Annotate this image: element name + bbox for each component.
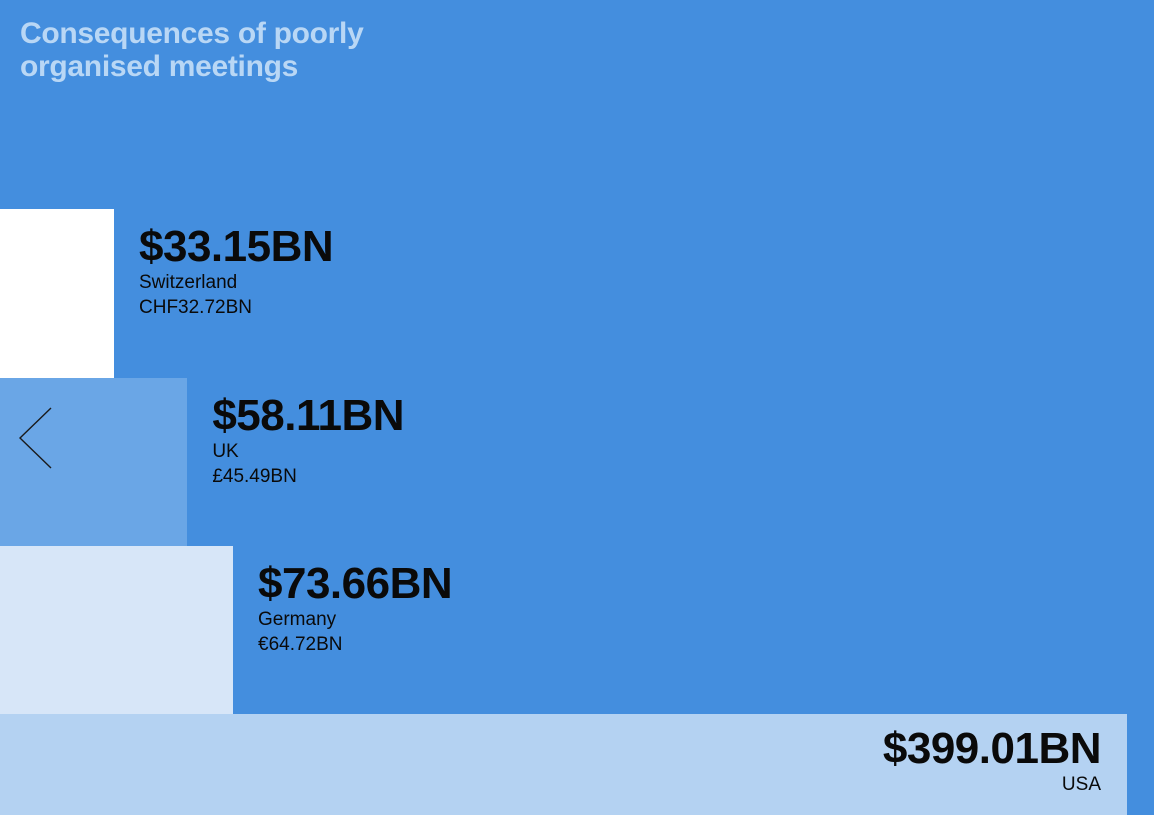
label-group-uk: $58.11BN UK £45.49BN xyxy=(212,390,405,489)
bar-usa xyxy=(0,714,1127,815)
category-label: UK xyxy=(212,440,239,462)
local-currency-label: £45.49BN xyxy=(212,465,297,487)
local-currency-label: CHF32.72BN xyxy=(139,297,252,318)
label-group-switzerland: $33.15BN Switzerland CHF32.72BN xyxy=(139,222,334,320)
value-label: $73.66BN xyxy=(258,559,453,608)
bar-switzerland xyxy=(0,209,114,378)
bar-germany xyxy=(0,546,233,715)
value-label: $58.11BN xyxy=(212,390,405,440)
bar-uk xyxy=(0,377,188,546)
label-group-usa: $399.01BN USA xyxy=(882,724,1102,797)
local-currency-label: €64.72BN xyxy=(258,634,343,655)
category-label: Germany xyxy=(258,609,337,630)
category-label: Switzerland xyxy=(139,272,238,293)
value-label: $399.01BN xyxy=(882,724,1102,773)
category-label: USA xyxy=(1061,774,1101,795)
chevron-left-icon[interactable] xyxy=(18,406,54,470)
label-group-germany: $73.66BN Germany €64.72BN xyxy=(258,559,453,657)
chart-title: Consequences of poorly organised meeting… xyxy=(20,17,364,83)
value-label: $33.15BN xyxy=(139,222,334,271)
